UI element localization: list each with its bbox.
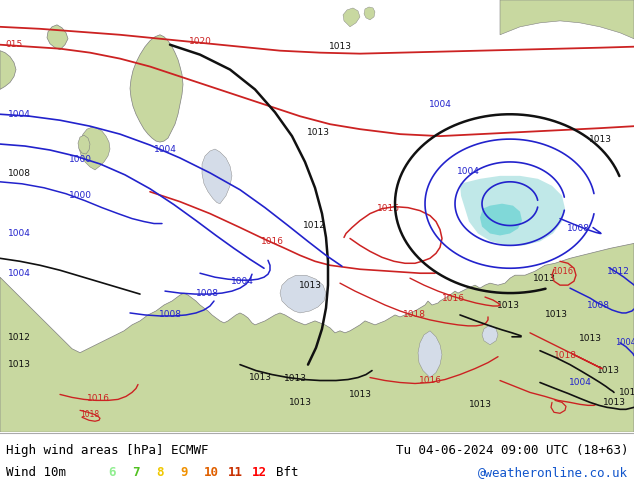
Text: 1004: 1004 <box>8 269 31 278</box>
Text: 1008: 1008 <box>158 311 181 319</box>
Text: 11: 11 <box>228 466 243 479</box>
Text: 12: 12 <box>252 466 267 479</box>
Text: 1008: 1008 <box>8 170 31 178</box>
Text: 1013: 1013 <box>328 42 351 51</box>
Text: 1013: 1013 <box>249 373 271 382</box>
Text: 10: 10 <box>204 466 219 479</box>
Text: 1008: 1008 <box>195 289 219 297</box>
Text: High wind areas [hPa] ECMWF: High wind areas [hPa] ECMWF <box>6 444 209 457</box>
Text: 1018: 1018 <box>553 351 576 360</box>
Text: 1008: 1008 <box>567 224 590 233</box>
Text: 1013: 1013 <box>545 311 567 319</box>
Text: 1004: 1004 <box>429 100 451 109</box>
Text: 1004: 1004 <box>569 378 592 387</box>
Text: 1016: 1016 <box>377 204 399 213</box>
Polygon shape <box>79 127 110 170</box>
Text: 1016: 1016 <box>418 376 441 385</box>
Polygon shape <box>47 25 68 49</box>
Text: 1018: 1018 <box>81 410 100 419</box>
Text: 1004: 1004 <box>153 145 176 153</box>
Text: 1004: 1004 <box>456 168 479 176</box>
Text: 1012: 1012 <box>302 221 325 230</box>
Text: 1013: 1013 <box>349 390 372 399</box>
Text: 1016: 1016 <box>86 394 110 403</box>
Text: 1013: 1013 <box>619 388 634 397</box>
Text: 1000: 1000 <box>68 191 91 200</box>
Text: 1020: 1020 <box>188 37 211 46</box>
Text: 1013: 1013 <box>588 135 612 144</box>
Text: 1012: 1012 <box>607 267 630 276</box>
Text: 1013: 1013 <box>306 127 330 137</box>
Text: 1013: 1013 <box>496 300 519 310</box>
Polygon shape <box>280 275 326 313</box>
Text: Wind 10m: Wind 10m <box>6 466 66 479</box>
Polygon shape <box>482 325 498 345</box>
Text: 1013: 1013 <box>578 334 602 343</box>
Text: 1008: 1008 <box>586 300 609 310</box>
Polygon shape <box>418 331 442 377</box>
Text: 1013: 1013 <box>8 360 31 369</box>
Text: 1013: 1013 <box>283 374 306 383</box>
Text: 1000: 1000 <box>68 155 91 165</box>
Polygon shape <box>130 35 183 142</box>
Polygon shape <box>0 244 634 432</box>
Text: 1012: 1012 <box>8 333 31 343</box>
Polygon shape <box>78 135 90 154</box>
Text: 1013: 1013 <box>299 281 321 290</box>
Text: 1004: 1004 <box>8 229 31 238</box>
Text: 1004: 1004 <box>231 277 254 286</box>
Polygon shape <box>0 50 16 89</box>
Text: 1016: 1016 <box>552 267 574 276</box>
Polygon shape <box>480 204 522 236</box>
Text: 1013: 1013 <box>469 400 491 409</box>
Text: 1016: 1016 <box>441 294 465 302</box>
Text: 1013: 1013 <box>597 366 619 375</box>
Polygon shape <box>343 8 360 27</box>
Text: 1004: 1004 <box>616 338 634 347</box>
Text: 1016: 1016 <box>261 237 283 246</box>
Text: 1018: 1018 <box>403 311 425 319</box>
Polygon shape <box>500 0 634 39</box>
Text: @weatheronline.co.uk: @weatheronline.co.uk <box>478 466 628 479</box>
Polygon shape <box>460 176 565 245</box>
Text: 1004: 1004 <box>8 110 31 119</box>
Polygon shape <box>202 149 232 204</box>
Text: Tu 04-06-2024 09:00 UTC (18+63): Tu 04-06-2024 09:00 UTC (18+63) <box>396 444 628 457</box>
Text: 9: 9 <box>180 466 188 479</box>
Text: 8: 8 <box>156 466 164 479</box>
Text: 015: 015 <box>5 40 22 49</box>
Polygon shape <box>364 7 375 20</box>
Text: 1013: 1013 <box>533 274 555 283</box>
Text: 1013: 1013 <box>288 398 311 407</box>
Text: 1013: 1013 <box>602 398 626 407</box>
Text: 6: 6 <box>108 466 115 479</box>
Text: Bft: Bft <box>276 466 299 479</box>
Text: 7: 7 <box>132 466 139 479</box>
